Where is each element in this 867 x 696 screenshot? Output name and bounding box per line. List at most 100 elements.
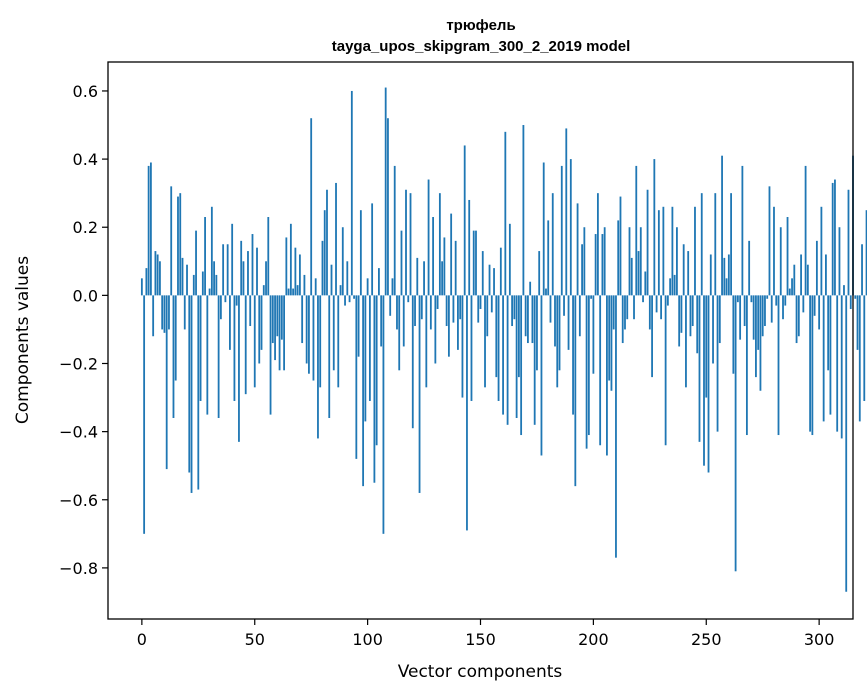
bar-259 [725,278,728,296]
bar-162 [506,295,509,425]
bar-155 [490,295,493,313]
bar-122 [416,257,419,296]
bar-54 [262,285,265,296]
bar-128 [429,295,432,330]
bar-222 [642,295,644,303]
bar-8 [159,261,161,296]
bar-66 [289,223,292,296]
bar-226 [651,295,653,378]
bar-64 [285,237,288,296]
bar-127 [427,179,430,296]
bar-295 [806,264,809,296]
bar-239 [680,295,683,333]
bar-245 [694,206,696,296]
bar-227 [653,159,656,296]
bar-79 [319,295,322,388]
bar-0 [140,278,143,296]
bar-178 [542,162,545,296]
bar-62 [280,295,283,340]
bar-294 [804,165,807,296]
bar-218 [633,295,635,320]
bar-306 [831,182,834,296]
bar-282 [777,295,780,436]
bar-126 [425,295,428,388]
bar-235 [671,206,674,296]
bar-214 [624,295,626,330]
y-axis-label: Components values [13,256,33,424]
bar-293 [802,295,805,313]
bar-182 [551,193,554,296]
bar-106 [380,295,383,347]
bar-314 [849,295,852,309]
bar-169 [522,125,525,296]
bar-99 [364,295,367,422]
bar-140 [457,295,459,350]
bar-136 [447,295,450,357]
bar-150 [479,295,482,309]
bar-107 [382,295,385,534]
bar-149 [477,295,480,323]
bar-180 [547,220,550,296]
bar-103 [373,295,376,483]
bar-58 [271,295,274,344]
bar-158 [497,295,500,401]
bar-179 [545,288,547,296]
bar-48 [249,295,252,327]
bar-37 [224,295,227,303]
bar-247 [698,295,701,442]
bar-263 [734,295,737,572]
bar-176 [538,251,541,296]
bar-166 [515,295,518,418]
bar-163 [508,223,511,296]
bar-181 [549,295,552,323]
x-tick-label: 150 [465,630,496,649]
chart-subtitle: tayga_upos_skipgram_300_2_2019 model [332,38,631,55]
bar-24 [195,230,197,296]
bar-285 [784,295,787,306]
bar-202 [596,193,599,296]
bar-281 [775,295,778,306]
bar-212 [619,196,622,296]
bar-250 [705,295,708,398]
bar-91 [346,261,349,296]
bar-89 [341,227,344,296]
bar-216 [628,227,631,296]
bar-223 [644,271,647,296]
bar-318 [858,295,861,422]
bar-272 [755,295,757,378]
bar-231 [662,206,665,296]
bar-100 [366,278,369,296]
bar-215 [626,295,629,320]
bar-75 [310,118,313,296]
bar-92 [348,295,351,303]
bar-292 [800,254,802,296]
bar-27 [201,271,204,296]
y-tick-label: −0.4 [59,423,98,442]
bar-258 [723,257,726,296]
bar-57 [269,295,272,415]
bar-241 [685,295,687,388]
bar-286 [786,217,789,296]
bar-301 [820,206,823,296]
bar-270 [750,295,753,303]
bar-232 [664,295,667,446]
bar-206 [606,295,608,456]
chart-title: трюфель [446,17,515,34]
bar-70 [298,254,301,296]
x-tick-label: 100 [352,630,383,649]
bar-157 [495,295,498,378]
bar-135 [445,295,448,327]
bar-312 [845,295,848,592]
bar-220 [637,251,640,296]
x-tick-label: 50 [245,630,265,649]
bar-198 [587,295,590,436]
bar-303 [825,254,827,296]
bar-177 [540,295,543,456]
bar-123 [418,295,421,493]
bar-252 [709,254,712,296]
bar-49 [251,234,254,296]
bar-69 [296,285,299,296]
bar-4 [149,162,152,296]
bar-229 [657,210,660,296]
bar-275 [761,295,764,337]
